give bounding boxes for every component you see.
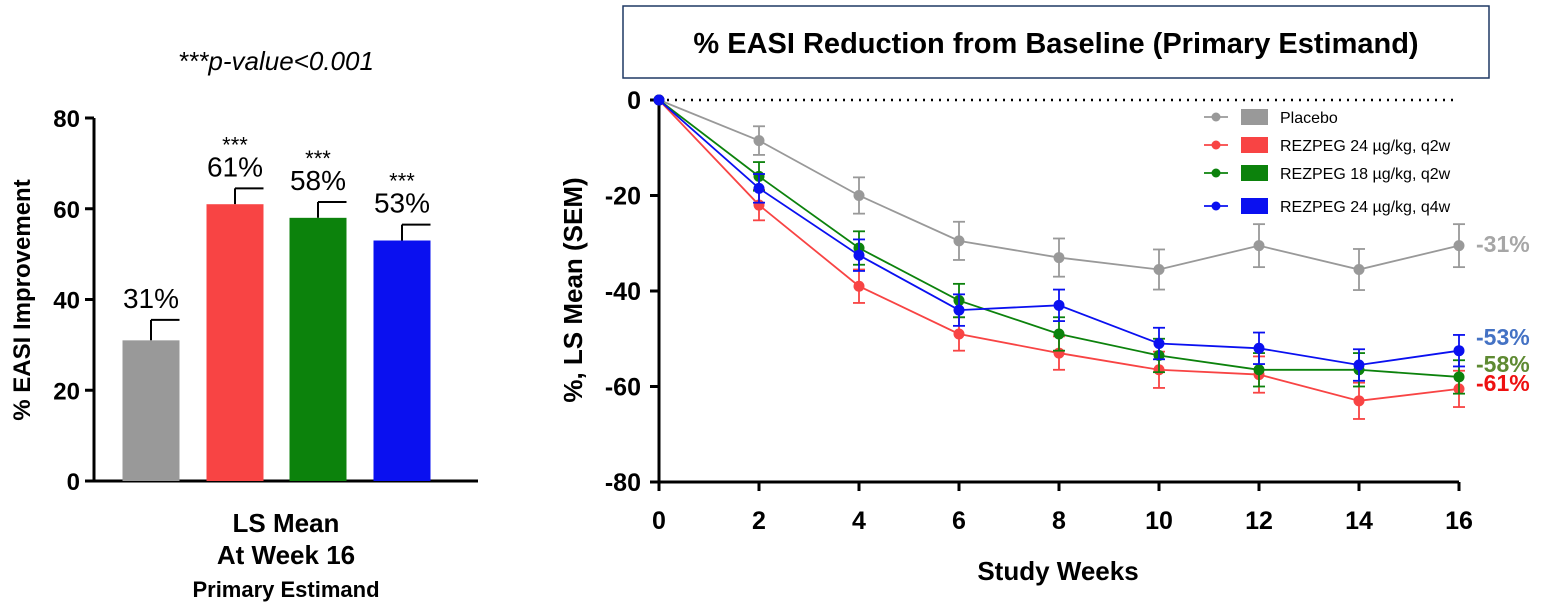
data-point [753,182,765,194]
data-point [1453,371,1465,383]
data-point [953,235,965,247]
line-y-tick-label: 0 [627,87,641,115]
p-value-annotation: ***p-value<0.001 [178,46,374,76]
data-point [853,190,865,201]
bar-y-tick-label: 80 [53,106,80,133]
series-placebo [653,94,1465,291]
bar-y-tick-label: 40 [53,288,80,315]
data-point [1053,252,1065,264]
line-x-tick-label: 10 [1145,507,1173,535]
legend-marker [1211,168,1221,178]
legend-color-swatch [1241,165,1268,181]
line-x-axis-label: Study Weeks [977,556,1138,586]
line-y-tick-label: -60 [605,374,641,402]
series-end-label: -61% [1476,370,1530,396]
bar-y-tick-label: 0 [67,469,80,496]
bar-x-label-line-1: LS Mean [233,508,340,538]
data-point [953,328,965,340]
line-x-tick-label: 0 [652,507,666,535]
bar-value-label: 31% [123,283,179,314]
bar-y-axis-label: % EASI Improvement [9,179,36,420]
data-point [853,249,865,261]
line-x-tick-label: 8 [1052,507,1066,535]
data-point [1053,299,1065,311]
bar-marks: 31%61%***58%***53%*** [122,132,431,481]
data-point [1153,338,1165,350]
legend-marker [1211,112,1221,122]
series-rezpeg24q4w [653,94,1465,382]
bar-chart: ***p-value<0.001 % EASI Improvement 0 20 4… [9,46,478,602]
line-axes: 0 -20 -40 -60 -80 0 2 4 6 8 10 12 14 16 [605,87,1473,535]
line-y-tick-label: -20 [605,183,641,211]
significance-stars: *** [389,169,415,194]
bar [122,340,180,481]
line-y-tick-label: -40 [605,278,641,306]
line-x-tick-label: 12 [1245,507,1273,535]
bar-y-tick-label: 60 [53,197,80,224]
line-chart-title-box [622,5,1490,79]
bar-value-label: 58% [290,165,346,196]
bar [289,217,347,481]
legend-label: REZPEG 24 µg/kg, q2w [1280,138,1451,155]
bar-value-label: 61% [207,151,263,182]
bar-x-label-line-2: At Week 16 [217,540,355,570]
data-point [1153,264,1165,276]
line-x-tick-label: 2 [752,507,766,535]
line-x-tick-label: 4 [852,507,866,535]
data-point [1253,240,1265,252]
legend-label: Placebo [1280,110,1338,127]
data-point [753,135,765,147]
significance-stars: *** [222,132,248,157]
bar-y-tick-label: 20 [53,378,80,405]
legend-marker [1211,201,1221,211]
significance-stars: *** [305,146,331,171]
bar-x-label-line-3: Primary Estimand [192,577,379,602]
data-point [1453,240,1465,252]
data-point [1253,364,1265,376]
line-chart: % EASI Reduction from Baseline (Primary … [558,5,1530,586]
legend-color-swatch [1241,137,1268,153]
line-y-axis-label: %, LS Mean (SEM) [558,177,588,402]
series-end-label: -31% [1476,231,1530,257]
bar [206,204,264,481]
line-x-tick-label: 6 [952,507,966,535]
series-end-label: -53% [1476,324,1530,350]
line-chart-title: % EASI Reduction from Baseline (Primary … [693,28,1418,60]
data-point [1353,359,1365,371]
data-point [1353,264,1365,276]
data-point [1253,342,1265,354]
bar [373,240,431,481]
data-point [1353,395,1365,407]
line-x-tick-label: 14 [1345,507,1373,535]
data-point [1053,328,1065,340]
data-point [1453,345,1465,357]
legend-color-swatch [1241,109,1268,125]
line-series [653,94,1465,420]
line-legend: Placebo REZPEG 24 µg/kg, q2w REZPEG 18 µg/… [1204,109,1451,216]
data-point [653,94,665,106]
legend-label: REZPEG 18 µg/kg, q2w [1280,166,1451,183]
bar-value-label: 53% [374,188,430,219]
line-end-labels: -31% -61%-58%-53% [1476,231,1530,396]
series-end-label: -58% [1476,351,1530,377]
legend-marker [1211,140,1221,150]
legend-color-swatch [1241,198,1268,214]
data-point [853,280,865,292]
legend-label: REZPEG 24 µg/kg, q4w [1280,199,1451,216]
line-y-tick-label: -80 [605,469,641,497]
line-x-tick-label: 16 [1445,507,1473,535]
data-point [953,304,965,316]
